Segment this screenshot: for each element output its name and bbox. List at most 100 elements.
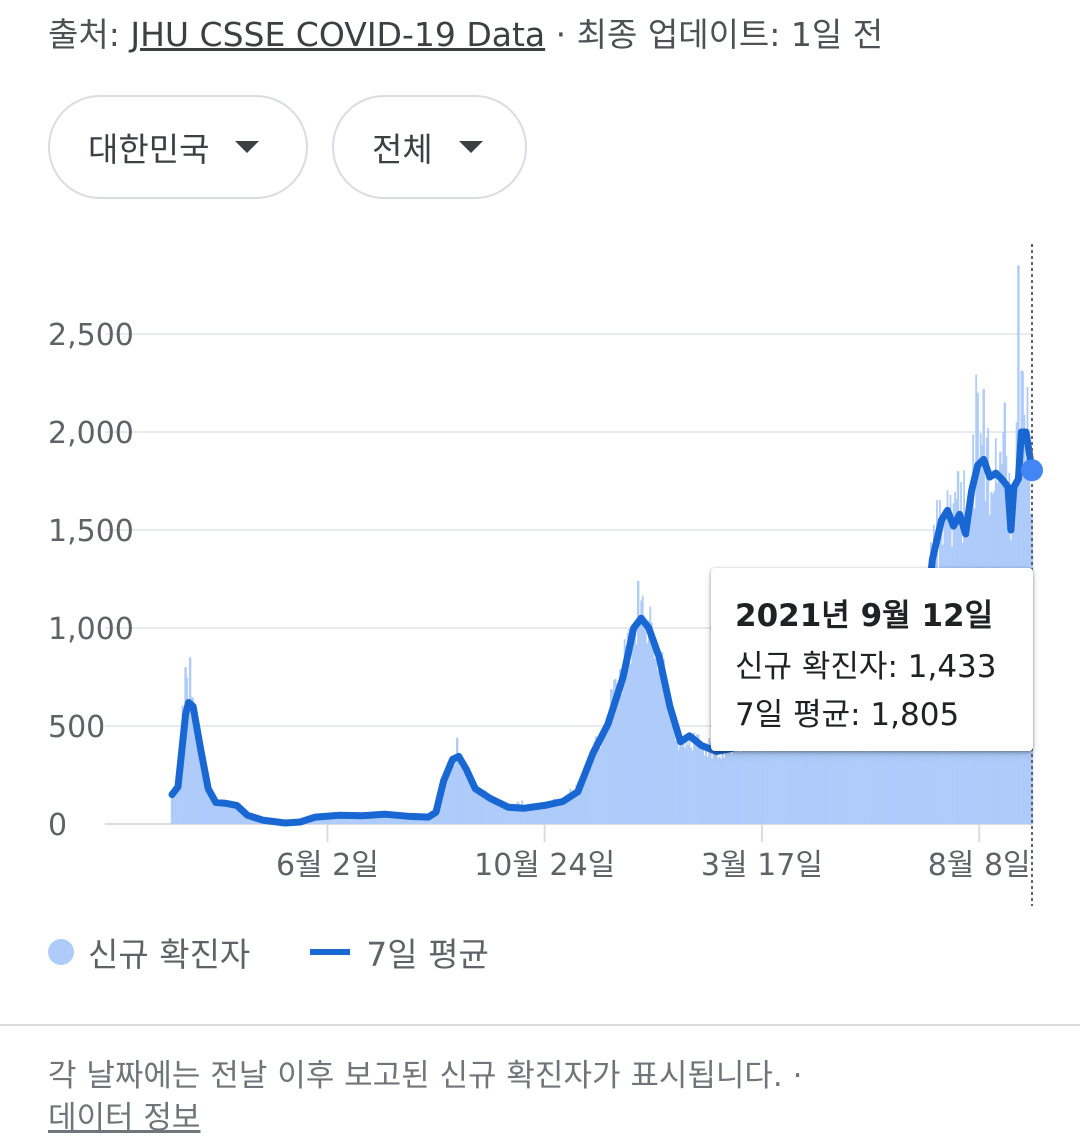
new-case-bar — [779, 718, 781, 824]
new-case-bar — [853, 718, 855, 824]
new-case-bar — [341, 816, 344, 824]
new-case-bar — [576, 781, 579, 824]
new-case-bar — [646, 643, 649, 824]
new-case-bar — [543, 805, 546, 824]
new-case-bar — [610, 688, 612, 824]
new-case-bar — [836, 691, 839, 824]
new-case-bar — [902, 702, 905, 824]
new-case-bar — [457, 762, 460, 824]
range-dropdown[interactable]: 전체 — [332, 95, 527, 199]
new-case-bar — [818, 684, 821, 824]
new-case-bar — [756, 734, 759, 824]
new-case-bar — [466, 772, 469, 824]
new-case-bar — [604, 731, 606, 824]
new-case-bar — [834, 716, 837, 824]
new-case-bar — [549, 802, 552, 824]
new-case-bar — [732, 738, 735, 824]
new-case-bar — [742, 745, 745, 824]
new-case-bar — [881, 712, 884, 824]
new-case-bar — [828, 696, 832, 824]
new-case-bar — [635, 644, 638, 824]
new-case-bar — [874, 712, 876, 824]
chevron-down-icon — [235, 141, 260, 153]
new-case-bar — [850, 703, 852, 824]
new-case-bar — [531, 803, 534, 824]
new-case-bar — [667, 693, 670, 824]
new-case-bar — [172, 787, 175, 824]
new-case-bar — [235, 803, 238, 824]
new-case-bar — [380, 812, 383, 824]
new-case-bar — [890, 726, 893, 824]
new-case-bar — [655, 658, 658, 824]
new-case-bar — [451, 757, 454, 824]
new-case-bar — [833, 690, 836, 824]
new-case-bar — [475, 787, 478, 824]
new-case-bar — [391, 813, 394, 824]
new-case-bar — [738, 749, 741, 824]
source-link[interactable]: JHU CSSE COVID-19 Data — [130, 15, 546, 54]
new-case-bar — [658, 657, 661, 824]
new-case-bar — [871, 709, 873, 824]
new-case-bar — [439, 793, 442, 824]
new-case-bar — [346, 816, 348, 824]
data-info-link[interactable]: 데이터 정보 — [48, 1100, 201, 1136]
new-case-bar — [768, 726, 771, 824]
new-case-bar — [632, 630, 635, 824]
new-case-bar — [776, 736, 778, 824]
new-case-bar — [659, 663, 662, 824]
new-case-bar — [558, 802, 561, 824]
new-case-bar — [465, 773, 468, 824]
new-case-bar — [178, 765, 181, 824]
new-case-bar — [563, 799, 566, 824]
new-case-bar — [827, 680, 830, 824]
new-case-bar — [682, 742, 685, 824]
new-case-bar — [711, 758, 714, 824]
new-case-bar — [506, 807, 508, 824]
new-case-bar — [335, 816, 338, 824]
new-case-bar — [771, 726, 774, 824]
new-case-bar — [407, 817, 410, 824]
new-case-bar — [441, 791, 443, 824]
new-case-bar — [629, 663, 632, 824]
country-dropdown[interactable]: 대한민국 — [48, 95, 308, 199]
x-tick-label: 10월 24일 — [474, 848, 615, 883]
new-case-bar — [192, 697, 195, 824]
new-case-bar — [186, 677, 188, 824]
new-case-bar — [463, 764, 466, 824]
new-case-bar — [670, 714, 673, 824]
new-case-bar — [791, 709, 794, 824]
new-case-bar — [537, 806, 540, 824]
new-case-bar — [496, 800, 499, 824]
legend-line-icon — [310, 949, 351, 955]
new-case-bar — [578, 787, 581, 824]
new-case-bar — [315, 817, 318, 824]
new-case-bar — [880, 710, 883, 824]
new-case-bar — [758, 748, 760, 824]
new-case-bar — [694, 739, 697, 824]
new-case-bar — [376, 814, 379, 824]
new-case-bar — [650, 622, 653, 824]
new-case-bar — [484, 790, 487, 824]
new-case-bar — [649, 606, 652, 824]
new-case-bar — [693, 732, 695, 824]
new-case-bar — [783, 733, 786, 824]
new-case-bar — [804, 721, 807, 824]
new-case-bar — [786, 728, 789, 824]
new-case-bar — [866, 704, 869, 824]
new-case-bar — [907, 711, 910, 824]
new-case-bar — [712, 748, 715, 824]
new-case-bar — [690, 747, 692, 824]
new-case-bar — [634, 622, 637, 824]
new-case-bar — [349, 816, 351, 824]
y-tick-label: 1,000 — [48, 612, 134, 647]
new-case-bar — [175, 780, 178, 824]
new-case-bar — [616, 683, 618, 824]
new-case-bar — [480, 792, 483, 824]
new-case-bar — [174, 785, 176, 824]
new-case-bar — [653, 658, 656, 824]
new-case-bar — [199, 756, 202, 824]
new-case-bar — [493, 797, 496, 824]
new-case-bar — [358, 815, 360, 824]
y-tick-label: 2,000 — [48, 416, 134, 451]
new-case-bar — [352, 816, 354, 824]
